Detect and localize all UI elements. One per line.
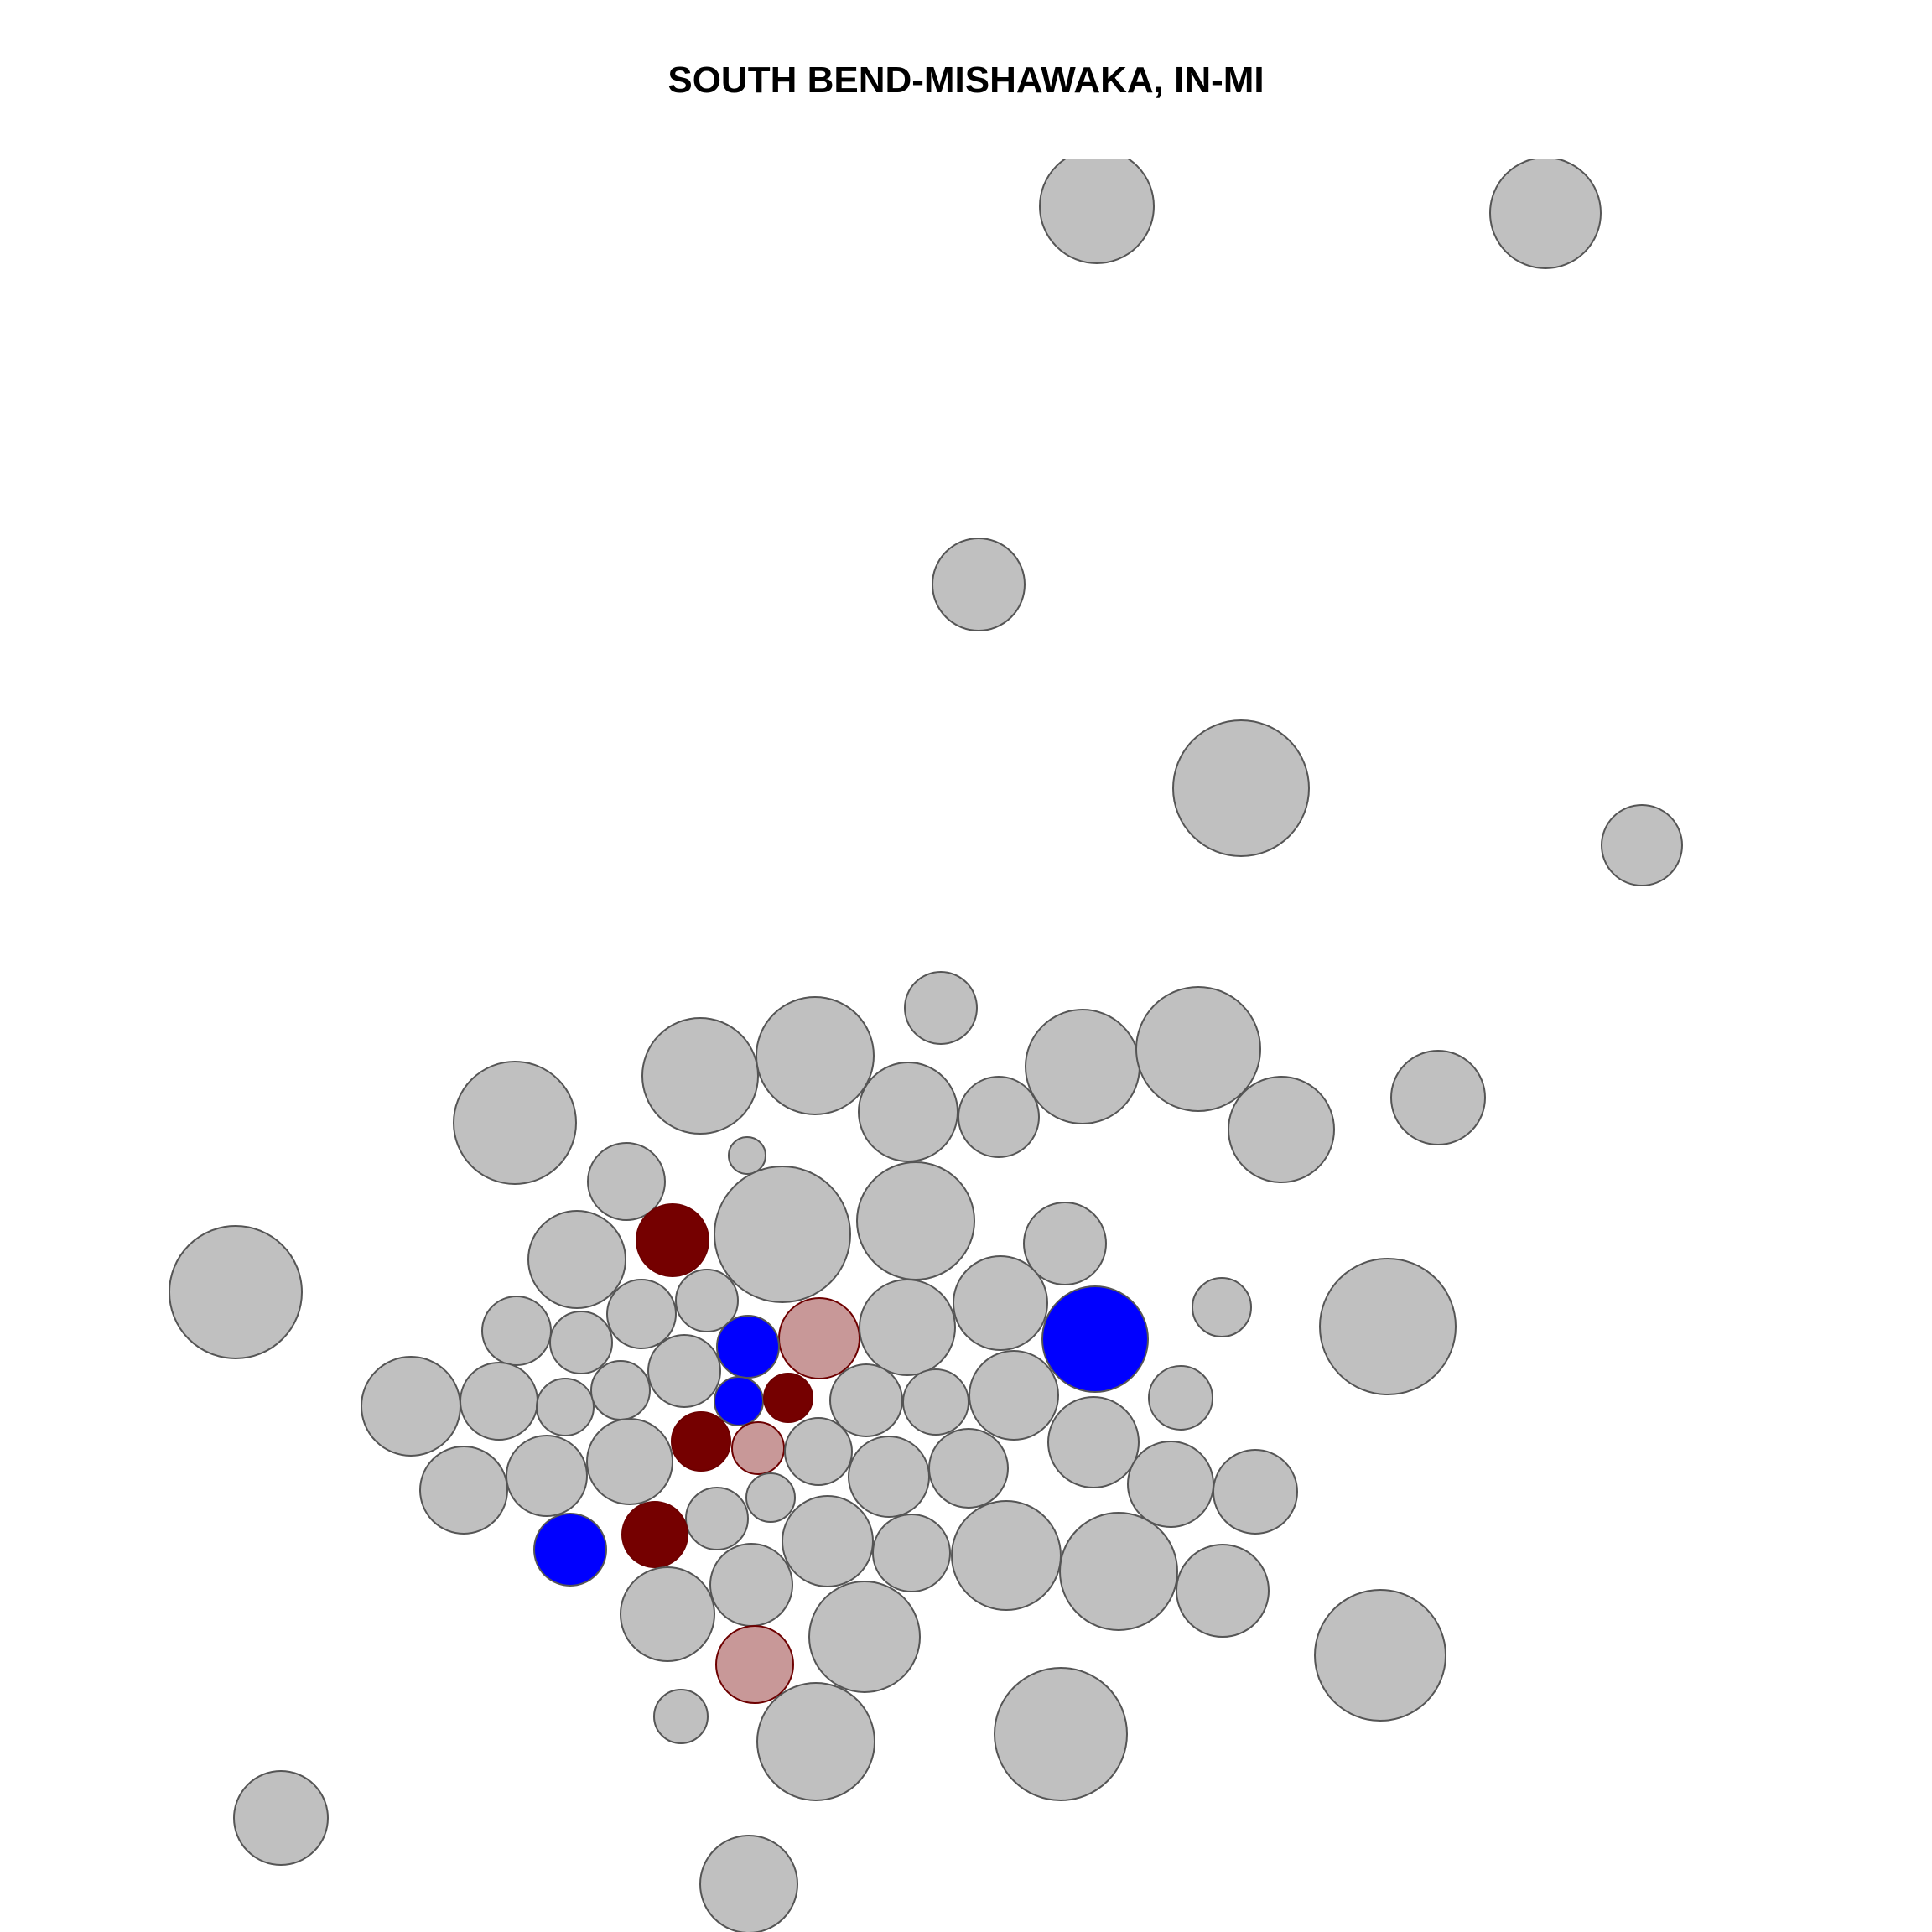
region-bubble-neutral <box>453 1061 577 1185</box>
region-bubble-pink <box>778 1297 860 1379</box>
region-bubble-pink <box>715 1625 794 1704</box>
region-bubble-neutral <box>361 1356 461 1457</box>
region-bubble-neutral <box>233 1770 329 1866</box>
region-bubble-neutral <box>1176 1544 1270 1638</box>
region-bubble-neutral <box>1023 1202 1107 1285</box>
region-bubble-neutral <box>1489 159 1602 269</box>
region-bubble-neutral <box>675 1269 739 1332</box>
region-bubble-neutral <box>958 1076 1040 1158</box>
region-bubble-neutral <box>932 538 1026 631</box>
region-bubble-neutral <box>1047 1396 1140 1488</box>
region-bubble-neutral <box>951 1500 1062 1611</box>
region-bubble-neutral <box>460 1362 538 1441</box>
region-bubble-neutral <box>1172 719 1310 857</box>
region-bubble-neutral <box>641 1017 759 1135</box>
region-bubble-dark-red <box>636 1203 709 1277</box>
region-bubble-blue <box>714 1376 764 1426</box>
region-bubble-neutral <box>728 1136 766 1175</box>
region-bubble-neutral <box>953 1255 1048 1351</box>
region-bubble-neutral <box>756 996 875 1115</box>
region-bubble-dark-red <box>671 1411 731 1472</box>
region-bubble-dark-red <box>763 1373 813 1423</box>
region-bubble-dark-red <box>621 1501 688 1568</box>
region-bubble-neutral <box>647 1334 721 1408</box>
region-bubble-neutral <box>653 1689 709 1744</box>
region-bubble-neutral <box>419 1446 508 1535</box>
region-bubble-neutral <box>714 1166 851 1303</box>
region-bubble-blue <box>716 1315 780 1379</box>
region-bubble-neutral <box>1319 1258 1457 1395</box>
region-bubble-neutral <box>685 1487 749 1550</box>
region-bubble-neutral <box>620 1566 715 1662</box>
region-bubble-neutral <box>169 1225 303 1359</box>
region-bubble-neutral <box>1390 1050 1486 1145</box>
region-bubble-neutral <box>1213 1449 1298 1535</box>
region-bubble-neutral <box>1135 986 1261 1112</box>
region-bubble-blue <box>533 1513 607 1587</box>
region-bubble-neutral <box>699 1835 798 1932</box>
region-bubble-neutral <box>1039 159 1155 264</box>
region-bubble-neutral <box>872 1514 951 1592</box>
region-bubble-neutral <box>1314 1589 1446 1722</box>
region-bubble-neutral <box>1601 804 1683 886</box>
region-bubble-neutral <box>527 1210 626 1309</box>
region-bubble-neutral <box>928 1428 1009 1509</box>
region-bubble-neutral <box>848 1436 930 1518</box>
region-bubble-neutral <box>590 1360 651 1420</box>
region-bubble-neutral <box>1192 1277 1252 1337</box>
region-bubble-neutral <box>1025 1009 1140 1124</box>
region-bubble-blue <box>1041 1285 1149 1393</box>
region-bubble-neutral <box>856 1161 975 1280</box>
region-bubble-neutral <box>1127 1441 1214 1528</box>
region-bubble-neutral <box>994 1667 1128 1801</box>
region-bubble-neutral <box>1228 1076 1335 1183</box>
region-bubble-neutral <box>745 1472 796 1523</box>
region-bubble-neutral <box>902 1368 969 1436</box>
region-bubble-neutral <box>587 1142 666 1221</box>
region-bubble-neutral <box>506 1435 588 1517</box>
map-title: SOUTH BEND-MISHAWAKA, IN-MI <box>667 60 1265 101</box>
region-bubble-neutral <box>829 1363 903 1437</box>
region-bubble-neutral <box>606 1279 677 1349</box>
region-bubble-neutral <box>536 1378 595 1436</box>
region-bubble-neutral <box>969 1350 1059 1441</box>
region-bubble-neutral <box>808 1581 921 1693</box>
region-bubble-neutral <box>549 1311 613 1374</box>
region-bubble-neutral <box>756 1682 875 1801</box>
region-bubble-neutral <box>904 971 978 1045</box>
region-bubble-pink <box>731 1421 785 1475</box>
region-bubble-neutral <box>858 1062 958 1162</box>
region-bubble-neutral <box>784 1417 853 1486</box>
region-bubble-neutral <box>481 1296 552 1366</box>
region-bubble-neutral <box>859 1279 956 1376</box>
region-bubble-neutral <box>1148 1365 1213 1431</box>
region-bubble-neutral <box>586 1418 673 1505</box>
region-bubble-neutral <box>709 1543 793 1627</box>
region-bubble-neutral <box>1059 1512 1178 1631</box>
region-bubble-neutral <box>782 1495 874 1587</box>
